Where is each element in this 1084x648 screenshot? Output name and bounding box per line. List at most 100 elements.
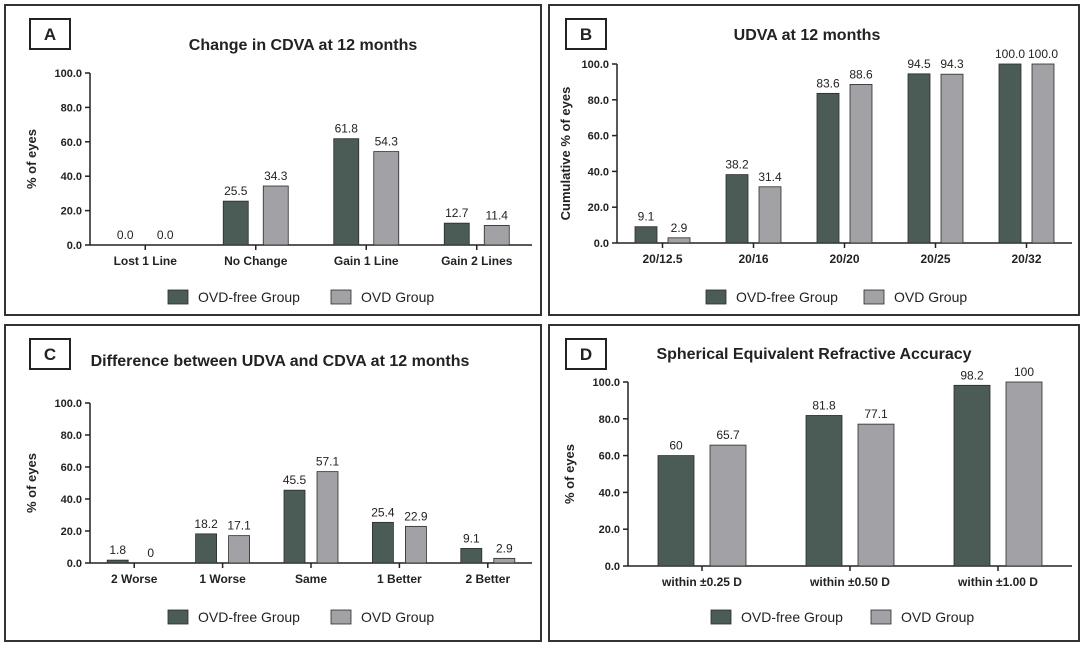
bar-b-ovd <box>1031 63 1055 244</box>
bar-d-ovd <box>709 444 747 567</box>
bar-d-ovd <box>857 423 895 567</box>
panel-letter-c: C <box>44 345 56 364</box>
bar-b-ovd-free <box>998 63 1022 244</box>
x-tick-label-d: within ±1.00 D <box>957 575 1038 589</box>
y-tick-label-b: 20.0 <box>588 202 609 214</box>
y-tick-label-b: 40.0 <box>588 166 609 178</box>
x-tick-label-c: 1 Worse <box>199 572 246 586</box>
panel-b: B UDVA at 12 months Cumulative % of eyes 0.… <box>548 4 1080 316</box>
bar-a-ovd <box>373 151 400 246</box>
panel-badge-a <box>29 18 71 50</box>
legend-label-b: OVD-free Group <box>736 289 838 305</box>
x-tick-label-c: 1 Better <box>377 572 422 586</box>
panel-letter-d: D <box>580 345 592 364</box>
legend-label-d: OVD Group <box>901 609 974 625</box>
panel-badge-b <box>565 18 607 50</box>
bar-c-ovd-free <box>371 521 394 564</box>
bar-a-ovd-free <box>333 138 360 246</box>
y-tick-label-d: 80.0 <box>599 414 620 426</box>
x-tick-label-b: 20/32 <box>1011 252 1041 266</box>
panel-badge-c <box>29 338 71 370</box>
bar-c-ovd <box>493 557 516 564</box>
y-tick-label-a: 20.0 <box>61 206 82 218</box>
legend-swatch-c <box>330 609 352 625</box>
y-tick-label-d: 60.0 <box>599 451 620 463</box>
chart-d: D Spherical Equivalent Refractive Accurac… <box>562 338 1072 625</box>
legend-label-b: OVD Group <box>894 289 967 305</box>
bar-b-ovd <box>849 84 873 244</box>
y-tick-label-d: 0.0 <box>605 561 620 573</box>
x-tick-label-c: 2 Worse <box>111 572 158 586</box>
data-label-b: 2.9 <box>671 221 688 235</box>
y-axis-label-c: % of eyes <box>24 453 39 513</box>
y-axis-label-b: Cumulative % of eyes <box>558 87 573 221</box>
data-label-d: 65.7 <box>716 428 740 442</box>
legend-swatch-a <box>167 289 189 305</box>
bar-b-ovd-free <box>816 92 840 244</box>
y-tick-label-b: 0.0 <box>594 238 609 250</box>
bar-b-ovd-free <box>725 174 749 244</box>
bar-a-ovd <box>262 185 289 246</box>
x-tick-label-b: 20/12.5 <box>642 252 682 266</box>
x-tick-label-b: 20/20 <box>829 252 859 266</box>
data-label-c: 18.2 <box>194 517 218 531</box>
legend-swatch-d <box>710 609 732 625</box>
bar-c-ovd-free <box>283 489 306 564</box>
bar-d-ovd-free <box>805 415 843 567</box>
data-label-b: 83.6 <box>816 76 840 90</box>
legend-label-a: OVD-free Group <box>198 289 300 305</box>
chart-b: B UDVA at 12 months Cumulative % of eyes 0.… <box>558 18 1072 305</box>
bar-d-ovd-free <box>953 384 991 567</box>
legend-swatch-d <box>870 609 892 625</box>
bar-c-ovd-free <box>460 548 483 564</box>
bar-b-ovd <box>940 73 964 244</box>
y-tick-label-c: 100.0 <box>54 398 82 410</box>
legend-swatch-a <box>330 289 352 305</box>
data-label-b: 94.5 <box>907 57 931 71</box>
panel-a: A Change in CDVA at 12 months % of eyes 0.0… <box>4 4 542 316</box>
bar-b-ovd-free <box>634 226 658 244</box>
chart-title-d: Spherical Equivalent Refractive Accuracy <box>656 346 971 363</box>
panel-c: C Difference between UDVA and CDVA at 12 … <box>4 324 542 642</box>
legend-label-c: OVD Group <box>361 609 434 625</box>
x-tick-label-b: 20/25 <box>920 252 950 266</box>
y-tick-label-b: 60.0 <box>588 131 609 143</box>
chart-title-a: Change in CDVA at 12 months <box>189 37 418 54</box>
data-label-c: 45.5 <box>283 473 307 487</box>
bar-c-ovd <box>404 525 427 564</box>
data-label-d: 81.8 <box>812 398 836 412</box>
chart-title-c: Difference between UDVA and CDVA at 12 m… <box>91 353 470 370</box>
data-label-c: 0 <box>147 546 154 560</box>
y-tick-label-b: 100.0 <box>581 59 609 71</box>
legend-swatch-c <box>167 609 189 625</box>
y-tick-label-a: 60.0 <box>61 137 82 149</box>
x-tick-label-a: Lost 1 Line <box>114 254 178 268</box>
panel-letter-b: B <box>580 25 592 44</box>
data-label-a: 34.3 <box>264 169 288 183</box>
data-label-b: 38.2 <box>725 158 749 172</box>
bar-a-ovd-free <box>222 200 249 246</box>
y-tick-label-c: 40.0 <box>61 494 82 506</box>
panel-letter-a: A <box>44 25 56 44</box>
data-label-b: 100.0 <box>995 47 1025 61</box>
data-label-d: 60 <box>669 439 683 453</box>
data-label-a: 25.5 <box>224 184 248 198</box>
bar-c-ovd <box>316 471 339 564</box>
bar-b-ovd-free <box>907 73 931 244</box>
y-tick-label-b: 80.0 <box>588 95 609 107</box>
legend-label-a: OVD Group <box>361 289 434 305</box>
x-tick-label-a: Gain 1 Line <box>334 254 399 268</box>
chart-c: C Difference between UDVA and CDVA at 12 … <box>24 338 532 625</box>
legend-swatch-b <box>863 289 885 305</box>
bar-b-ovd <box>758 186 782 244</box>
data-label-c: 1.8 <box>109 543 126 557</box>
data-label-b: 94.3 <box>940 57 964 71</box>
chart-title-b: UDVA at 12 months <box>734 27 881 44</box>
bar-d-ovd-free <box>657 455 695 567</box>
x-tick-label-d: within ±0.50 D <box>809 575 890 589</box>
data-label-a: 0.0 <box>157 228 174 242</box>
y-tick-label-c: 60.0 <box>61 462 82 474</box>
x-tick-label-c: 2 Better <box>465 572 510 586</box>
y-tick-label-c: 80.0 <box>61 430 82 442</box>
